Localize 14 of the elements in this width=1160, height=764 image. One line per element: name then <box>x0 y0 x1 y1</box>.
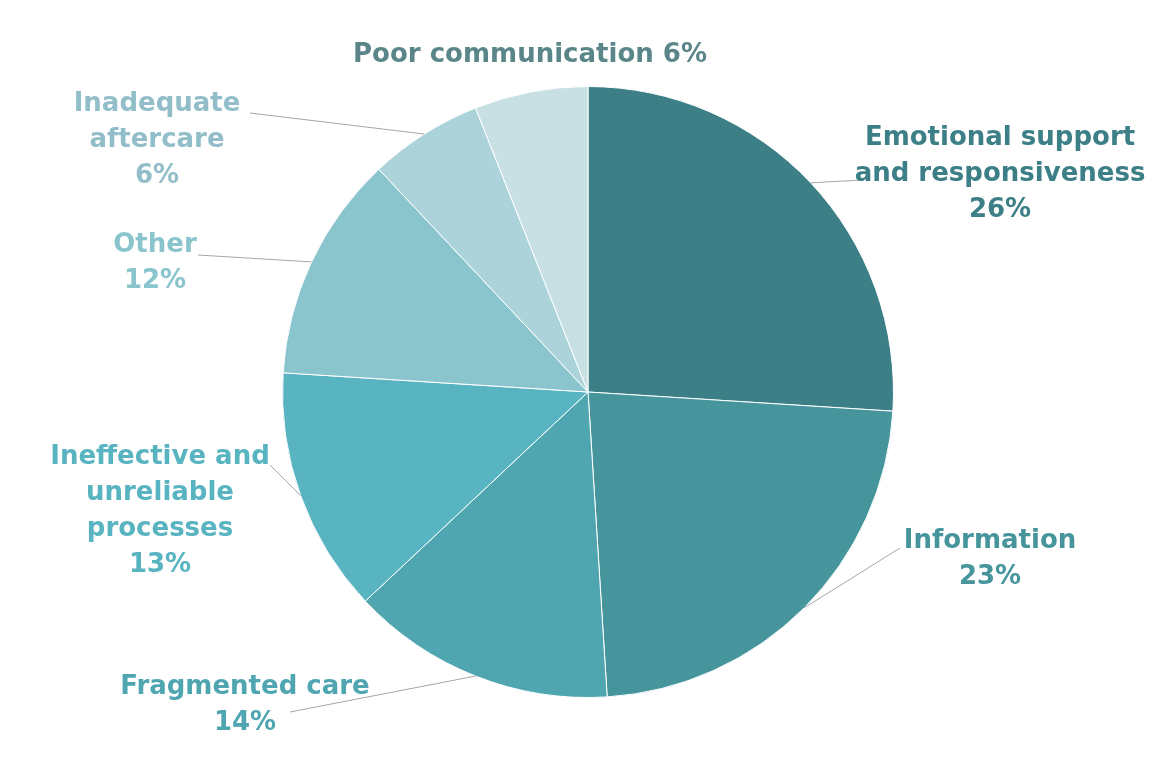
slice-label: Inadequate aftercare <box>73 86 241 153</box>
data-label: 13% <box>128 547 192 578</box>
slice-label: Information <box>903 523 1077 554</box>
slice-label: Fragmented care <box>120 669 370 700</box>
slice-label: Other <box>113 227 197 258</box>
data-label: 26% <box>968 192 1032 223</box>
slice-label: Emotional support and responsiveness <box>854 120 1146 187</box>
slice-label: Ineffective and unreliable processes <box>50 439 270 542</box>
data-label: 14% <box>213 705 277 736</box>
data-label: 6% <box>662 37 707 68</box>
data-label: 6% <box>134 158 180 189</box>
data-label: 12% <box>123 263 187 294</box>
data-label: 23% <box>958 559 1022 590</box>
slice-label: Poor communication <box>353 37 654 68</box>
